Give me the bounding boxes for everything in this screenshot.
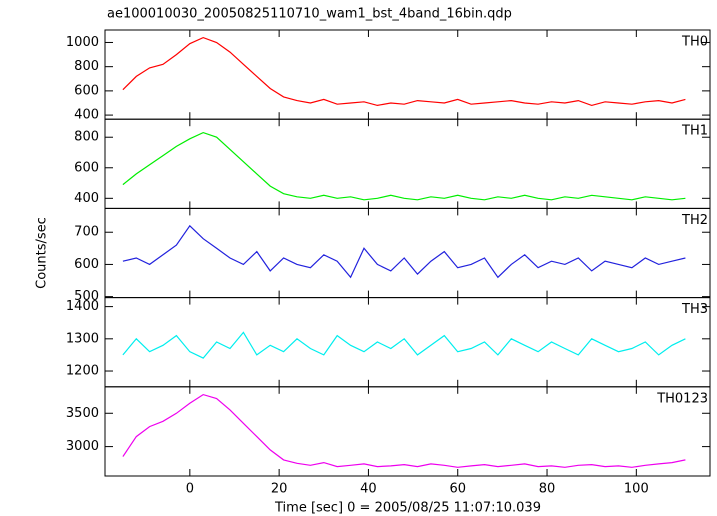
y-tick-label: 400 bbox=[74, 108, 99, 123]
panel-frame bbox=[104, 29, 711, 120]
y-tick-label: 800 bbox=[74, 130, 99, 145]
x-tick-label: 80 bbox=[539, 482, 556, 497]
y-tick-label: 1000 bbox=[66, 35, 99, 50]
panel-label: TH1 bbox=[681, 124, 708, 139]
y-tick-label: 1400 bbox=[66, 299, 99, 314]
y-tick-label: 400 bbox=[74, 191, 99, 206]
panel-label: TH0 bbox=[681, 35, 708, 50]
panel-frame bbox=[104, 118, 711, 209]
panel-label: TH0123 bbox=[656, 391, 708, 406]
y-tick-label: 600 bbox=[74, 160, 99, 175]
panel-frame bbox=[104, 207, 711, 299]
y-tick-label: 1300 bbox=[66, 331, 99, 346]
panel-label: TH3 bbox=[681, 302, 708, 317]
light-curve bbox=[122, 331, 686, 359]
x-tick-label: 40 bbox=[360, 482, 377, 497]
panel-label: TH2 bbox=[681, 213, 708, 228]
x-tick-label: 0 bbox=[186, 482, 194, 497]
x-tick-label: 100 bbox=[624, 482, 649, 497]
x-tick-label: 60 bbox=[449, 482, 466, 497]
light-curve bbox=[122, 131, 686, 201]
light-curve bbox=[122, 224, 686, 279]
y-axis-label: Counts/sec bbox=[35, 217, 50, 289]
chart-title: ae100010030_20050825110710_wam1_bst_4ban… bbox=[107, 7, 512, 22]
y-tick-label: 3500 bbox=[66, 406, 99, 421]
y-tick-label: 800 bbox=[74, 59, 99, 74]
panel-frame bbox=[104, 386, 711, 477]
light-curve bbox=[122, 36, 686, 107]
y-tick-label: 500 bbox=[74, 289, 99, 304]
y-tick-label: 600 bbox=[74, 83, 99, 98]
y-tick-label: 600 bbox=[74, 257, 99, 272]
light-curve bbox=[122, 393, 686, 468]
y-tick-label: 3000 bbox=[66, 439, 99, 454]
y-tick-label: 1200 bbox=[66, 364, 99, 379]
x-tick-label: 20 bbox=[271, 482, 288, 497]
x-axis-label: Time [sec] 0 = 2005/08/25 11:07:10.039 bbox=[274, 501, 541, 516]
y-tick-label: 700 bbox=[74, 225, 99, 240]
